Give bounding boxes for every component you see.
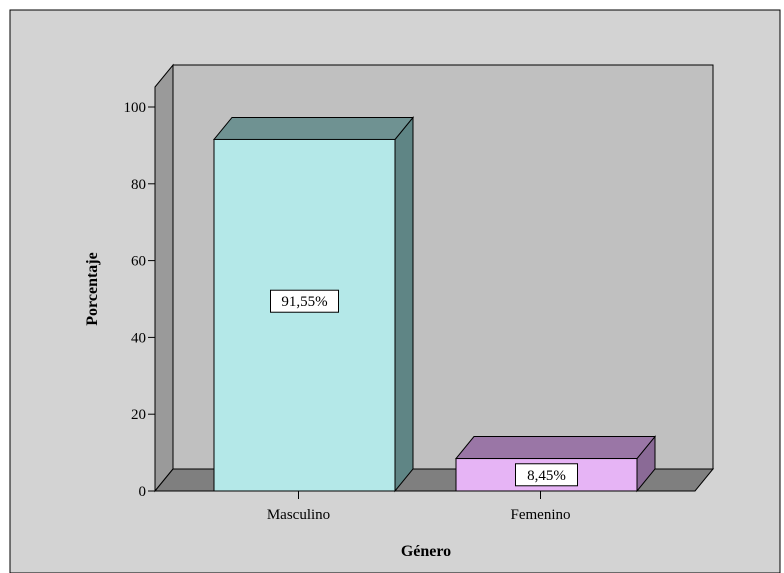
x-axis-title: Género: [401, 543, 451, 560]
bar-side: [394, 116, 414, 493]
data-label-box: [515, 463, 578, 487]
y-tick-label: 20: [131, 407, 146, 423]
y-tick-label: 80: [131, 177, 146, 193]
bar-femenino: 8,45%: [454, 435, 657, 493]
bar-masculino: 91,55%: [212, 116, 415, 493]
bar-front: [213, 138, 396, 492]
y-tick-label: 0: [139, 484, 147, 500]
data-label: 91,55%: [281, 294, 327, 310]
data-label-box: [270, 289, 339, 313]
bar-top: [454, 436, 657, 460]
y-axis-title: Porcentaje: [84, 252, 101, 325]
bars: 91,55% 8,45%: [212, 116, 657, 493]
y-axis: 0 20 40 60 80 100: [124, 100, 156, 500]
y-tick-label: 40: [131, 330, 146, 346]
y-tick-label: 60: [131, 254, 146, 270]
x-tick-label: Femenino: [511, 507, 571, 523]
x-tick-label: Masculino: [267, 507, 330, 523]
side-wall: [154, 63, 174, 493]
y-tick-label: 100: [124, 100, 147, 116]
bar-top: [212, 116, 415, 140]
x-axis: Masculino Femenino: [267, 491, 571, 523]
data-label: 8,45%: [527, 468, 566, 484]
